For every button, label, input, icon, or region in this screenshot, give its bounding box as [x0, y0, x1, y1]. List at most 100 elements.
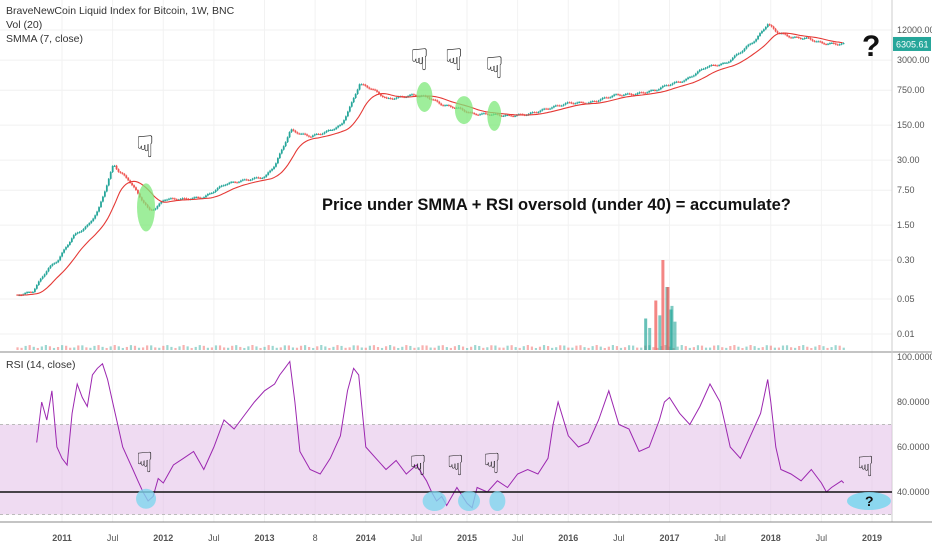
volume-bar [239, 346, 242, 350]
price-candle [214, 190, 217, 192]
price-candle [718, 65, 721, 67]
volume-bar [826, 347, 829, 350]
price-candle [578, 101, 581, 103]
price-candle [766, 24, 769, 27]
price-candle [619, 94, 621, 96]
volume-bar [453, 346, 457, 350]
volume-bar [441, 345, 444, 350]
price-candle [626, 93, 629, 95]
price-candle [59, 256, 62, 261]
volume-bar [154, 347, 157, 350]
price-candle [504, 115, 507, 117]
price-candle [257, 177, 260, 179]
volume-bar [773, 347, 776, 350]
price-candle [337, 125, 340, 128]
volume-bar [40, 346, 43, 350]
price-candle [203, 197, 205, 199]
volume-bar [717, 345, 720, 350]
price-candle [823, 43, 826, 45]
price-axis-tick-label: 0.05 [897, 294, 915, 304]
price-candle [652, 90, 655, 92]
price-candle [378, 91, 380, 94]
volume-bar [133, 345, 137, 350]
price-candle [306, 134, 308, 136]
price-candle [160, 201, 163, 204]
volume-bar [93, 345, 96, 350]
price-candle [82, 228, 85, 231]
price-candle [739, 52, 742, 54]
time-axis-tick-label: Jul [613, 533, 625, 543]
price-candle [601, 98, 604, 100]
time-axis-tick-label: Jul [107, 533, 119, 543]
price-candle [65, 247, 67, 250]
price-candle [78, 231, 81, 233]
volume-bar [688, 347, 691, 350]
price-candle [801, 38, 804, 40]
price-candle [605, 97, 608, 99]
price-candle [197, 197, 200, 199]
price-candle [755, 39, 758, 42]
volume-bar [461, 346, 465, 350]
price-candle [61, 252, 64, 257]
volume-bar [336, 345, 339, 350]
price-candle [319, 134, 322, 136]
volume-bar [52, 347, 56, 350]
price-candle [57, 260, 60, 263]
price-candle [784, 33, 787, 35]
volume-bar [243, 347, 246, 350]
price-candle [356, 89, 359, 95]
time-axis-tick-label: 2012 [153, 533, 173, 543]
rsi-highlight-ellipse [136, 488, 157, 509]
volume-bar [708, 347, 712, 350]
price-candle [226, 183, 229, 185]
volume-bar [97, 345, 100, 350]
price-candle [94, 215, 97, 219]
price-candle [321, 133, 324, 135]
volume-bar [627, 345, 631, 350]
price-candle [265, 174, 268, 177]
volume-bar [170, 346, 173, 350]
price-candle [277, 158, 279, 164]
volume-bar [194, 346, 197, 350]
price-candle [405, 96, 408, 98]
volume-bar [615, 346, 619, 350]
volume-bar [765, 345, 768, 350]
price-candle [545, 108, 548, 110]
price-candle [630, 93, 633, 95]
volume-bar [789, 347, 793, 350]
volume-bar [16, 347, 19, 350]
price-candle [98, 207, 100, 212]
price-candle [92, 218, 95, 222]
price-candle [210, 192, 213, 194]
price-candle [26, 292, 29, 294]
price-candle [735, 54, 738, 56]
volume-bar [623, 347, 627, 350]
price-candle [207, 194, 209, 196]
price-candle [245, 179, 248, 181]
volume-bar [328, 347, 331, 350]
price-candle [181, 198, 184, 200]
price-candle [88, 223, 91, 225]
time-axis-tick-label: Jul [714, 533, 726, 543]
volume-bar [397, 347, 400, 350]
time-axis-tick-label: 2014 [356, 533, 376, 543]
price-candle [284, 142, 287, 147]
price-candle [825, 44, 828, 46]
rsi-chart-title: RSI (14, close) [6, 359, 76, 371]
price-axis-tick-label: 7.50 [897, 185, 915, 195]
price-candle [263, 176, 266, 178]
price-candle [761, 31, 763, 34]
volume-bar [603, 347, 606, 350]
volume-bar [206, 347, 209, 350]
price-candle [753, 41, 756, 43]
volume-bar [785, 345, 789, 350]
price-candle [543, 108, 546, 110]
volume-bar [150, 345, 153, 350]
price-candle [648, 91, 651, 93]
price-candle [831, 42, 833, 44]
time-axis-tick-label: 2016 [558, 533, 578, 543]
price-candle [368, 87, 371, 89]
price-candle [502, 115, 505, 117]
price-candle [541, 109, 544, 111]
price-candle [453, 107, 456, 109]
